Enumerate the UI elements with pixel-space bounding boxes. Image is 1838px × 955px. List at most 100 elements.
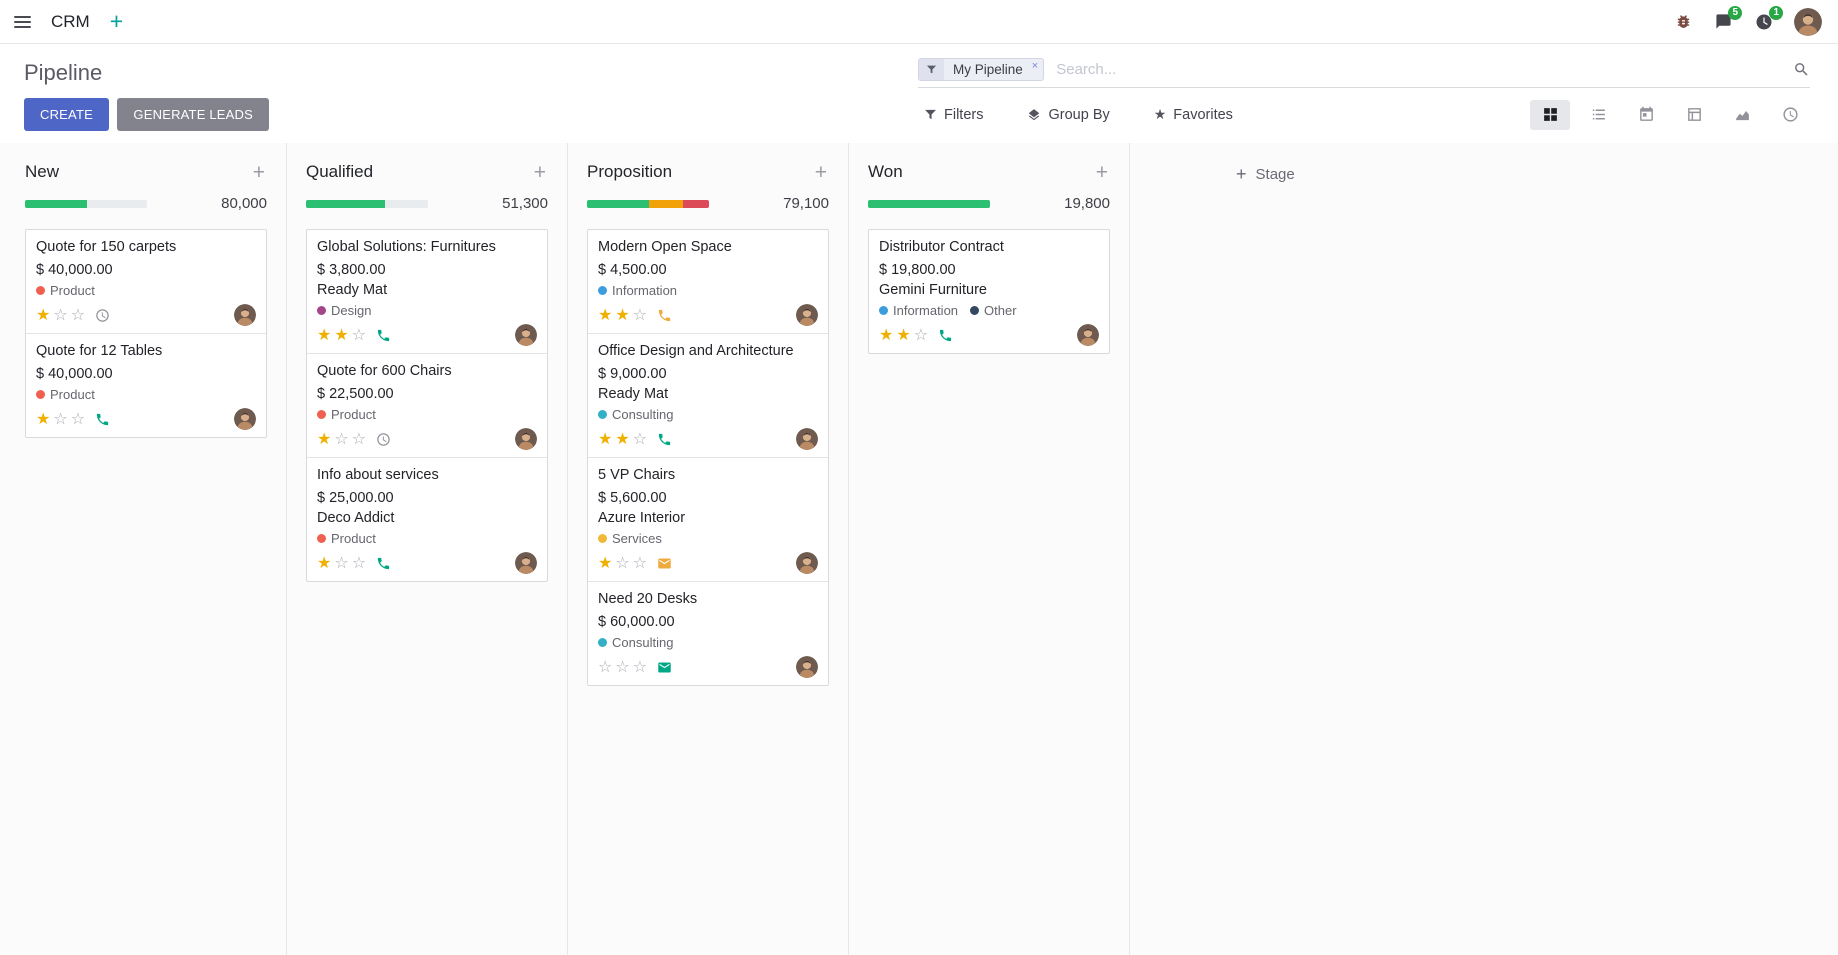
kanban-card[interactable]: Distributor Contract $ 19,800.00 Gemini … bbox=[869, 230, 1109, 353]
card-avatar[interactable] bbox=[1077, 324, 1099, 346]
progress-segment-muted[interactable] bbox=[385, 199, 428, 208]
card-avatar[interactable] bbox=[796, 304, 818, 326]
column-quick-add-icon[interactable]: + bbox=[252, 160, 265, 184]
bug-icon[interactable] bbox=[1673, 11, 1694, 32]
priority-star[interactable]: ★ bbox=[896, 325, 911, 344]
card-activity-icon[interactable] bbox=[938, 328, 953, 343]
kanban-card[interactable]: Modern Open Space $ 4,500.00 Information… bbox=[588, 230, 828, 333]
priority-star[interactable]: ☆ bbox=[632, 553, 648, 572]
activities-clock-icon[interactable]: 1 bbox=[1753, 5, 1783, 33]
card-avatar[interactable] bbox=[796, 552, 818, 574]
priority-star[interactable]: ☆ bbox=[351, 553, 367, 572]
card-activity-icon[interactable] bbox=[657, 432, 672, 447]
kanban-card[interactable]: Quote for 600 Chairs $ 22,500.00 Product… bbox=[307, 353, 547, 457]
graph-view-button[interactable] bbox=[1722, 100, 1762, 130]
pivot-view-button[interactable] bbox=[1674, 100, 1714, 130]
progress-segment-success[interactable] bbox=[25, 199, 88, 208]
add-icon[interactable]: + bbox=[106, 10, 127, 33]
priority-star[interactable]: ☆ bbox=[598, 657, 613, 676]
kanban-card[interactable]: Quote for 12 Tables $ 40,000.00 Product … bbox=[26, 333, 266, 437]
app-name[interactable]: CRM bbox=[51, 11, 90, 31]
priority-star[interactable]: ★ bbox=[317, 553, 332, 572]
column-progressbar[interactable] bbox=[587, 199, 709, 208]
user-avatar[interactable] bbox=[1794, 7, 1822, 36]
card-activity-icon[interactable] bbox=[376, 556, 391, 571]
priority-star[interactable]: ☆ bbox=[70, 409, 86, 428]
priority-star[interactable]: ☆ bbox=[53, 305, 68, 324]
add-stage-button[interactable]: + Stage bbox=[1230, 164, 1301, 184]
card-avatar[interactable] bbox=[234, 408, 256, 430]
priority-star[interactable]: ☆ bbox=[70, 305, 86, 324]
search-input[interactable] bbox=[1054, 60, 1783, 79]
progress-segment-success[interactable] bbox=[868, 199, 990, 208]
column-quick-add-icon[interactable]: + bbox=[533, 160, 546, 184]
kanban-card[interactable]: Global Solutions: Furnitures $ 3,800.00 … bbox=[307, 230, 547, 353]
column-quick-add-icon[interactable]: + bbox=[814, 160, 827, 184]
tag-label: Product bbox=[50, 387, 95, 402]
messages-icon[interactable]: 5 bbox=[1713, 6, 1742, 32]
apps-menu-icon[interactable] bbox=[10, 12, 35, 32]
priority-star[interactable]: ★ bbox=[615, 305, 630, 324]
card-activity-icon[interactable] bbox=[376, 328, 391, 343]
priority-star[interactable]: ☆ bbox=[615, 657, 630, 676]
card-activity-icon[interactable] bbox=[657, 308, 672, 323]
progress-segment-muted[interactable] bbox=[87, 199, 147, 208]
priority-star[interactable]: ★ bbox=[317, 325, 332, 344]
card-avatar[interactable] bbox=[515, 324, 537, 346]
card-activity-icon[interactable] bbox=[657, 556, 672, 571]
generate-leads-button[interactable]: GENERATE LEADS bbox=[117, 98, 270, 131]
priority-star[interactable]: ★ bbox=[36, 305, 51, 324]
column-progressbar[interactable] bbox=[868, 199, 990, 208]
priority-star[interactable]: ★ bbox=[334, 325, 349, 344]
kanban-card[interactable]: Need 20 Desks $ 60,000.00 Consulting ☆ ☆ ☆ bbox=[588, 581, 828, 685]
progress-segment-danger[interactable] bbox=[683, 199, 709, 208]
calendar-view-button[interactable] bbox=[1626, 100, 1666, 130]
list-view-button[interactable] bbox=[1578, 100, 1618, 130]
progress-segment-warning[interactable] bbox=[649, 199, 684, 208]
priority-star[interactable]: ☆ bbox=[632, 657, 648, 676]
card-activity-icon[interactable] bbox=[657, 660, 672, 675]
card-avatar[interactable] bbox=[796, 656, 818, 678]
priority-star[interactable]: ☆ bbox=[53, 409, 68, 428]
progress-segment-success[interactable] bbox=[306, 199, 386, 208]
priority-star[interactable]: ☆ bbox=[615, 553, 630, 572]
priority-star[interactable]: ☆ bbox=[334, 429, 349, 448]
priority-star[interactable]: ☆ bbox=[632, 429, 648, 448]
kanban-view-button[interactable] bbox=[1530, 99, 1570, 130]
priority-star[interactable]: ★ bbox=[598, 429, 613, 448]
card-avatar[interactable] bbox=[234, 304, 256, 326]
activity-view-button[interactable] bbox=[1770, 100, 1810, 130]
priority-star[interactable]: ★ bbox=[36, 409, 51, 428]
column-progressbar[interactable] bbox=[306, 199, 428, 208]
column-progressbar[interactable] bbox=[25, 199, 147, 208]
kanban-card[interactable]: Office Design and Architecture $ 9,000.0… bbox=[588, 333, 828, 457]
card-avatar[interactable] bbox=[796, 428, 818, 450]
progress-segment-success[interactable] bbox=[587, 199, 650, 208]
create-button[interactable]: CREATE bbox=[24, 98, 109, 131]
priority-star[interactable]: ☆ bbox=[632, 305, 648, 324]
card-avatar[interactable] bbox=[515, 428, 537, 450]
priority-star[interactable]: ☆ bbox=[334, 553, 349, 572]
card-activity-icon[interactable] bbox=[95, 412, 110, 427]
kanban-card[interactable]: Quote for 150 carpets $ 40,000.00 Produc… bbox=[26, 230, 266, 333]
filters-menu-button[interactable]: Filters bbox=[918, 106, 989, 124]
priority-star[interactable]: ★ bbox=[598, 553, 613, 572]
favorites-menu-button[interactable]: ★ Favorites bbox=[1148, 106, 1239, 124]
group-by-menu-button[interactable]: Group By bbox=[1021, 106, 1115, 124]
card-avatar[interactable] bbox=[515, 552, 537, 574]
priority-star[interactable]: ☆ bbox=[351, 429, 367, 448]
card-title: Global Solutions: Furnitures bbox=[317, 239, 496, 255]
priority-star[interactable]: ★ bbox=[615, 429, 630, 448]
kanban-card[interactable]: 5 VP Chairs $ 5,600.00 Azure Interior Se… bbox=[588, 457, 828, 581]
priority-star[interactable]: ★ bbox=[879, 325, 894, 344]
column-quick-add-icon[interactable]: + bbox=[1095, 160, 1108, 184]
priority-star[interactable]: ☆ bbox=[913, 325, 929, 344]
priority-star[interactable]: ★ bbox=[317, 429, 332, 448]
card-activity-icon[interactable] bbox=[376, 432, 391, 447]
kanban-card[interactable]: Info about services $ 25,000.00 Deco Add… bbox=[307, 457, 547, 581]
priority-star[interactable]: ★ bbox=[598, 305, 613, 324]
facet-remove-icon[interactable]: × bbox=[1031, 60, 1039, 72]
card-activity-icon[interactable] bbox=[95, 308, 110, 323]
priority-star[interactable]: ☆ bbox=[351, 325, 367, 344]
tag: Other bbox=[970, 303, 1017, 318]
